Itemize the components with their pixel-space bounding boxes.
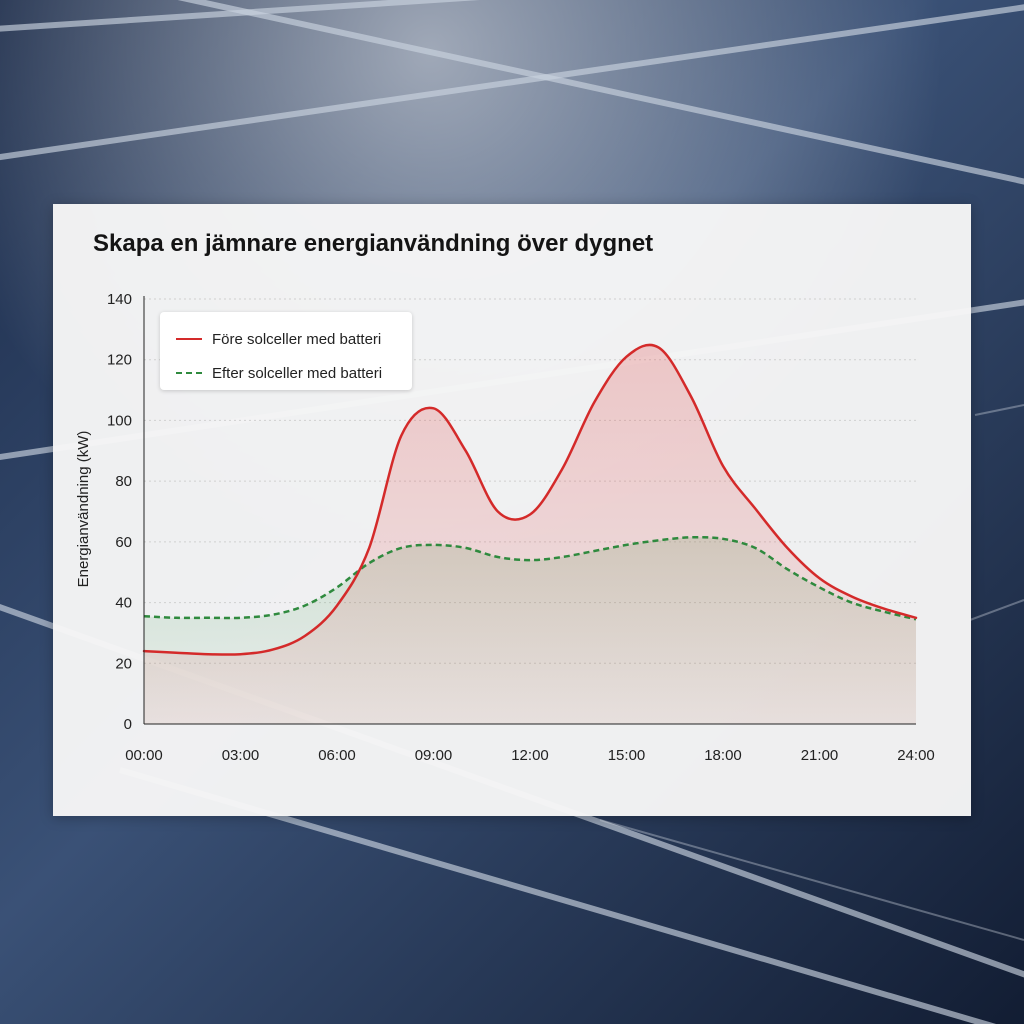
y-tick-label: 100 (107, 412, 132, 429)
series-areas (144, 344, 916, 724)
y-tick-labels: 0 20 40 60 80 100 120 140 (107, 291, 132, 733)
y-tick-label: 120 (107, 352, 132, 369)
y-tick-label: 40 (115, 595, 132, 612)
legend-item-before: Före solceller med batteri (176, 329, 381, 349)
y-tick-label: 80 (115, 473, 132, 490)
legend-label-before: Före solceller med batteri (212, 330, 382, 348)
y-tick-label: 20 (115, 655, 132, 672)
x-tick-labels: 00:00 03:00 06:00 09:00 12:00 15:00 18:00 21:00… (125, 747, 935, 764)
legend-item-after: Efter solceller med batteri (176, 363, 382, 383)
chart-card: Skapa en jämnare energianvändning över d… (53, 204, 971, 816)
legend-label-after: Efter solceller med batteri (212, 364, 383, 382)
x-tick-label: 03:00 (222, 747, 260, 764)
x-tick-label: 18:00 (704, 747, 742, 764)
series-line-after (143, 535, 917, 621)
y-tick-label: 0 (124, 716, 132, 733)
x-tick-label: 24:00 (897, 747, 935, 764)
legend: Före solceller med batteri Efter solcell… (160, 312, 412, 390)
series-line-before (142, 343, 918, 656)
x-tick-label: 00:00 (125, 747, 163, 764)
x-tick-label: 09:00 (415, 747, 453, 764)
y-tick-label: 140 (107, 291, 132, 308)
x-tick-label: 12:00 (511, 747, 549, 764)
legend-swatch-after (176, 372, 202, 374)
x-tick-label: 06:00 (318, 747, 356, 764)
series-area-before (144, 344, 916, 724)
energy-chart: 0 20 40 60 80 100 120 140 00:00 03:00 06:00 09:00 1… (75, 291, 935, 764)
x-tick-label: 15:00 (608, 747, 646, 764)
y-axis-label: Energianvändning (kW) (75, 431, 92, 588)
x-tick-label: 21:00 (801, 747, 839, 764)
chart-title: Skapa en jämnare energianvändning över d… (93, 230, 654, 257)
series-lines (142, 343, 918, 656)
legend-swatch-before (176, 338, 202, 340)
y-tick-label: 60 (115, 534, 132, 551)
